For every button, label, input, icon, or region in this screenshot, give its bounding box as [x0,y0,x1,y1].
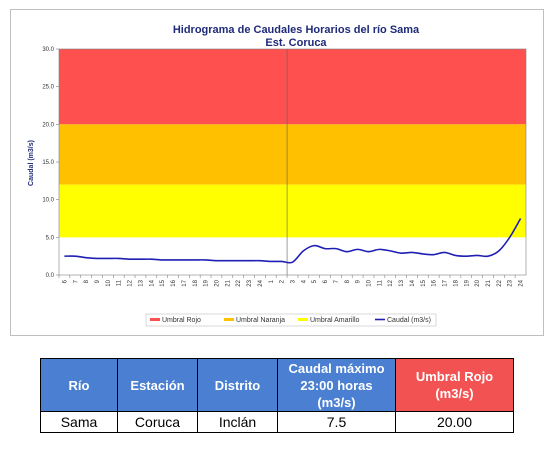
x-tick-label: 5 [312,279,318,283]
header-rio: Río [40,358,118,412]
x-tick-label: 21 [486,279,492,286]
y-axis-label: Caudal (m3/s) [28,140,35,186]
y-tick-label: 15.0 [42,160,54,166]
table-row: Sama Coruca Inclán 7.5 20.00 [40,411,514,433]
legend-swatch [224,318,234,321]
cell-estacion: Coruca [117,411,198,433]
x-tick-label: 20 [475,279,481,286]
x-tick-label: 21 [225,279,231,286]
x-tick-label: 12 [388,279,394,286]
x-tick-label: 13 [138,279,144,286]
x-tick-label: 4 [301,279,307,283]
legend-swatch [150,318,160,321]
y-tick-label: 30.0 [42,47,54,53]
x-tick-label: 1 [269,279,275,283]
x-tick-label: 23 [247,279,253,286]
cell-rio: Sama [40,411,118,433]
y-tick-label: 25.0 [42,85,54,91]
legend-entry: Umbral Amarillo [310,317,360,324]
x-tick-label: 20 [214,279,220,286]
legend-entry: Caudal (m3/s) [387,317,431,324]
x-tick-label: 15 [160,279,166,286]
header-umbral-rojo: Umbral Rojo (m3/s) [395,358,514,412]
cell-distrito: Inclán [197,411,278,433]
x-tick-label: 11 [377,279,383,286]
x-tick-label: 24 [519,279,525,286]
cell-umbral-rojo: 20.00 [395,411,514,433]
legend-entry: Umbral Naranja [236,317,285,324]
x-tick-label: 13 [399,279,405,286]
legend-entry: Umbral Rojo [162,317,201,324]
y-tick-label: 20.0 [42,122,54,128]
x-tick-label: 17 [443,279,449,286]
x-tick-label: 18 [453,279,459,286]
x-tick-label: 15 [421,279,427,286]
station-info-table: Río Estación Distrito Caudal máximo 23:0… [40,358,514,433]
series-line-caudal [64,218,522,264]
x-tick-label: 16 [432,279,438,286]
x-tick-label: 9 [356,279,362,283]
header-estacion: Estación [117,358,198,412]
x-tick-label: 6 [323,279,329,283]
band-below-threshold [59,237,526,275]
x-tick-label: 23 [508,279,514,286]
x-tick-label: 19 [204,279,210,286]
x-tick-label: 8 [345,279,351,283]
x-tick-label: 10 [367,279,373,286]
header-caudal-maximo: Caudal máximo 23:00 horas (m3/s) [277,358,396,412]
x-tick-label: 2 [280,279,286,283]
y-tick-label: 5.0 [46,235,55,241]
x-tick-label: 17 [182,279,188,286]
chart-frame: Hidrograma de Caudales Horarios del río … [10,9,544,336]
x-tick-label: 11 [117,279,123,286]
band-umbral-naranja [59,124,526,185]
chart-title: Hidrograma de Caudales Horarios del río … [173,24,420,36]
legend: Umbral Rojo Umbral Naranja Umbral Amarillo… [145,313,437,327]
table-header-row: Río Estación Distrito Caudal máximo 23:0… [40,358,514,412]
x-tick-label: 3 [291,279,297,283]
x-tick-label: 10 [106,279,112,286]
header-distrito: Distrito [197,358,278,412]
x-tick-label: 22 [497,279,503,286]
x-tick-label: 8 [84,279,90,283]
x-tick-label: 19 [464,279,470,286]
x-tick-label: 7 [334,279,340,283]
y-tick-label: 10.0 [42,198,54,204]
legend-box [145,313,437,327]
hydrograph-chart: Hidrograma de Caudales Horarios del río … [28,24,527,327]
x-tick-label: 24 [258,279,264,286]
x-tick-label: 9 [95,279,101,283]
band-umbral-rojo [59,49,526,125]
chart-subtitle: Est. Coruca [265,37,327,49]
x-tick-label: 22 [236,279,242,286]
x-tick-label: 7 [73,279,79,283]
x-tick-label: 12 [128,279,134,286]
x-tick-label: 14 [149,279,155,286]
legend-swatch [298,318,308,321]
x-tick-label: 6 [62,279,68,283]
y-tick-label: 0.0 [46,273,55,279]
plot-area: 0.05.010.015.020.025.030.06 7 8 9 10 11 12 13 14… [42,47,527,287]
x-tick-label: 18 [193,279,199,286]
x-tick-label: 16 [171,279,177,286]
cell-caudal-maximo: 7.5 [277,411,396,433]
band-umbral-amarillo [59,184,526,238]
x-tick-label: 14 [410,279,416,286]
